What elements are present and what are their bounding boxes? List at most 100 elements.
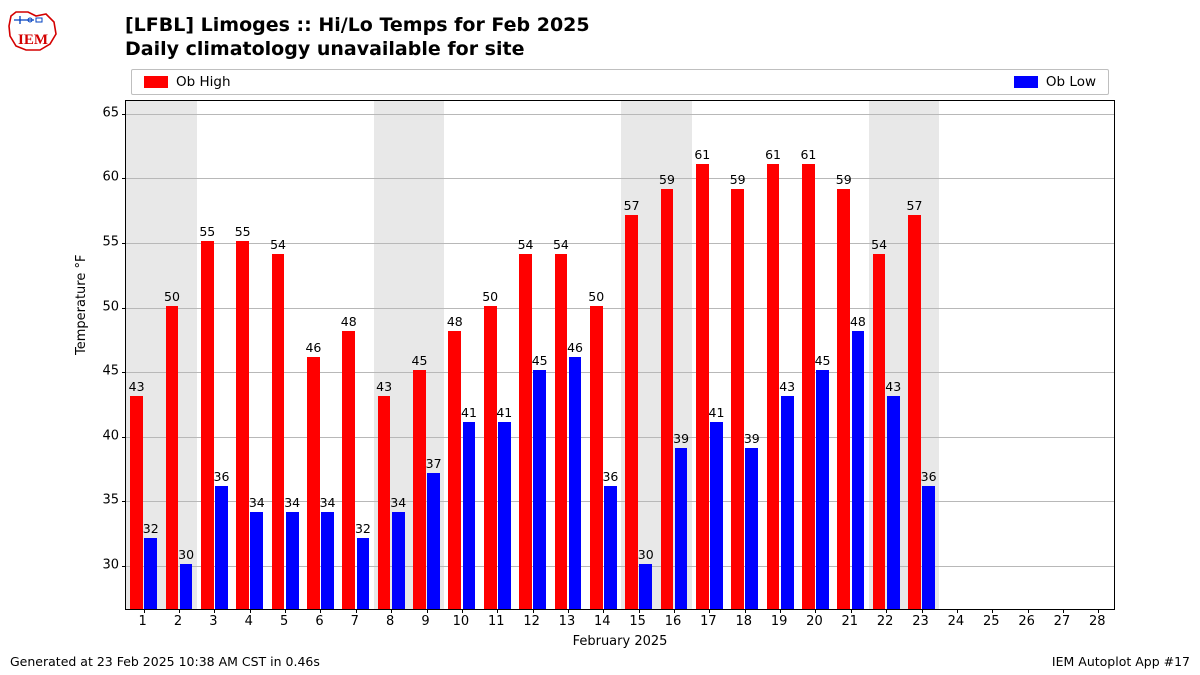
xtick-label: 4 bbox=[245, 614, 253, 629]
legend-item-low: Ob Low bbox=[1014, 74, 1096, 90]
ob-high-bar bbox=[413, 370, 426, 609]
ob-low-value-label: 30 bbox=[638, 547, 654, 562]
ob-high-bar bbox=[378, 396, 391, 609]
ob-high-value-label: 54 bbox=[518, 237, 534, 252]
ob-low-value-label: 34 bbox=[390, 495, 406, 510]
ob-low-bar bbox=[852, 331, 865, 609]
ob-high-value-label: 46 bbox=[305, 340, 321, 355]
xtick-label: 19 bbox=[771, 614, 788, 629]
xtick-label: 20 bbox=[806, 614, 823, 629]
ob-low-bar bbox=[922, 486, 935, 609]
xtick-label: 21 bbox=[842, 614, 859, 629]
ob-high-bar bbox=[873, 254, 886, 609]
xtick-label: 13 bbox=[559, 614, 576, 629]
xtick-mark bbox=[356, 609, 357, 613]
xtick-label: 25 bbox=[983, 614, 1000, 629]
ob-high-bar bbox=[555, 254, 568, 609]
legend-label-high: Ob High bbox=[176, 74, 231, 90]
ob-low-bar bbox=[533, 370, 546, 609]
xtick-mark bbox=[427, 609, 428, 613]
xtick-label: 2 bbox=[174, 614, 182, 629]
ytick-mark bbox=[122, 437, 126, 438]
xtick-mark bbox=[568, 609, 569, 613]
xtick-label: 23 bbox=[912, 614, 929, 629]
ob-low-bar bbox=[250, 512, 263, 609]
title-line-1: [LFBL] Limoges :: Hi/Lo Temps for Feb 20… bbox=[125, 14, 590, 38]
ob-high-bar bbox=[448, 331, 461, 609]
xtick-label: 14 bbox=[594, 614, 611, 629]
ob-low-bar bbox=[604, 486, 617, 609]
xtick-mark bbox=[214, 609, 215, 613]
ob-low-bar bbox=[427, 473, 440, 609]
xtick-label: 22 bbox=[877, 614, 894, 629]
footer-app: IEM Autoplot App #17 bbox=[1052, 654, 1190, 669]
ob-low-value-label: 30 bbox=[178, 547, 194, 562]
xtick-label: 18 bbox=[735, 614, 752, 629]
ob-low-bar bbox=[887, 396, 900, 609]
ob-high-bar bbox=[837, 189, 850, 609]
ob-high-bar bbox=[661, 189, 674, 609]
legend-item-high: Ob High bbox=[144, 74, 231, 90]
xtick-mark bbox=[851, 609, 852, 613]
ob-low-value-label: 43 bbox=[779, 379, 795, 394]
ytick-mark bbox=[122, 178, 126, 179]
ob-high-value-label: 57 bbox=[624, 198, 640, 213]
ytick-label: 40 bbox=[89, 428, 119, 443]
ob-high-value-label: 45 bbox=[412, 353, 428, 368]
xtick-mark bbox=[957, 609, 958, 613]
xtick-mark bbox=[922, 609, 923, 613]
legend-swatch-low bbox=[1014, 76, 1038, 88]
ob-low-value-label: 43 bbox=[885, 379, 901, 394]
ytick-label: 45 bbox=[89, 364, 119, 379]
ytick-mark bbox=[122, 501, 126, 502]
gridline bbox=[126, 114, 1114, 115]
xtick-label: 5 bbox=[280, 614, 288, 629]
ob-low-value-label: 36 bbox=[921, 469, 937, 484]
xtick-mark bbox=[1063, 609, 1064, 613]
ob-high-value-label: 50 bbox=[482, 289, 498, 304]
ob-high-bar bbox=[908, 215, 921, 609]
ob-low-bar bbox=[392, 512, 405, 609]
xtick-mark bbox=[780, 609, 781, 613]
ob-low-bar bbox=[710, 422, 723, 609]
ob-low-bar bbox=[675, 448, 688, 609]
ytick-label: 65 bbox=[89, 105, 119, 120]
iem-logo: IEM bbox=[6, 6, 61, 54]
ob-high-value-label: 43 bbox=[376, 379, 392, 394]
ob-low-value-label: 45 bbox=[532, 353, 548, 368]
ob-high-value-label: 43 bbox=[129, 379, 145, 394]
xtick-mark bbox=[250, 609, 251, 613]
legend: Ob High Ob Low bbox=[131, 69, 1109, 95]
ob-low-bar bbox=[639, 564, 652, 609]
xtick-label: 8 bbox=[386, 614, 394, 629]
ob-high-value-label: 61 bbox=[765, 147, 781, 162]
ob-high-bar bbox=[236, 241, 249, 609]
ob-low-bar bbox=[781, 396, 794, 609]
ob-high-value-label: 61 bbox=[694, 147, 710, 162]
ytick-label: 30 bbox=[89, 557, 119, 572]
xtick-label: 7 bbox=[351, 614, 359, 629]
ob-high-bar bbox=[201, 241, 214, 609]
xtick-label: 24 bbox=[948, 614, 965, 629]
ob-low-value-label: 39 bbox=[673, 431, 689, 446]
xtick-label: 1 bbox=[139, 614, 147, 629]
ytick-label: 35 bbox=[89, 493, 119, 508]
ob-high-bar bbox=[590, 306, 603, 609]
xtick-label: 15 bbox=[629, 614, 646, 629]
ob-high-bar bbox=[272, 254, 285, 609]
xtick-label: 26 bbox=[1018, 614, 1035, 629]
xtick-mark bbox=[462, 609, 463, 613]
ob-low-value-label: 41 bbox=[709, 405, 725, 420]
ob-low-value-label: 45 bbox=[815, 353, 831, 368]
ob-high-bar bbox=[519, 254, 532, 609]
ob-high-bar bbox=[696, 164, 709, 609]
ob-high-value-label: 59 bbox=[659, 172, 675, 187]
ytick-label: 55 bbox=[89, 235, 119, 250]
xtick-mark bbox=[674, 609, 675, 613]
legend-swatch-high bbox=[144, 76, 168, 88]
xtick-mark bbox=[992, 609, 993, 613]
xtick-mark bbox=[179, 609, 180, 613]
ob-high-value-label: 50 bbox=[588, 289, 604, 304]
xtick-label: 28 bbox=[1089, 614, 1106, 629]
ob-low-bar bbox=[463, 422, 476, 609]
